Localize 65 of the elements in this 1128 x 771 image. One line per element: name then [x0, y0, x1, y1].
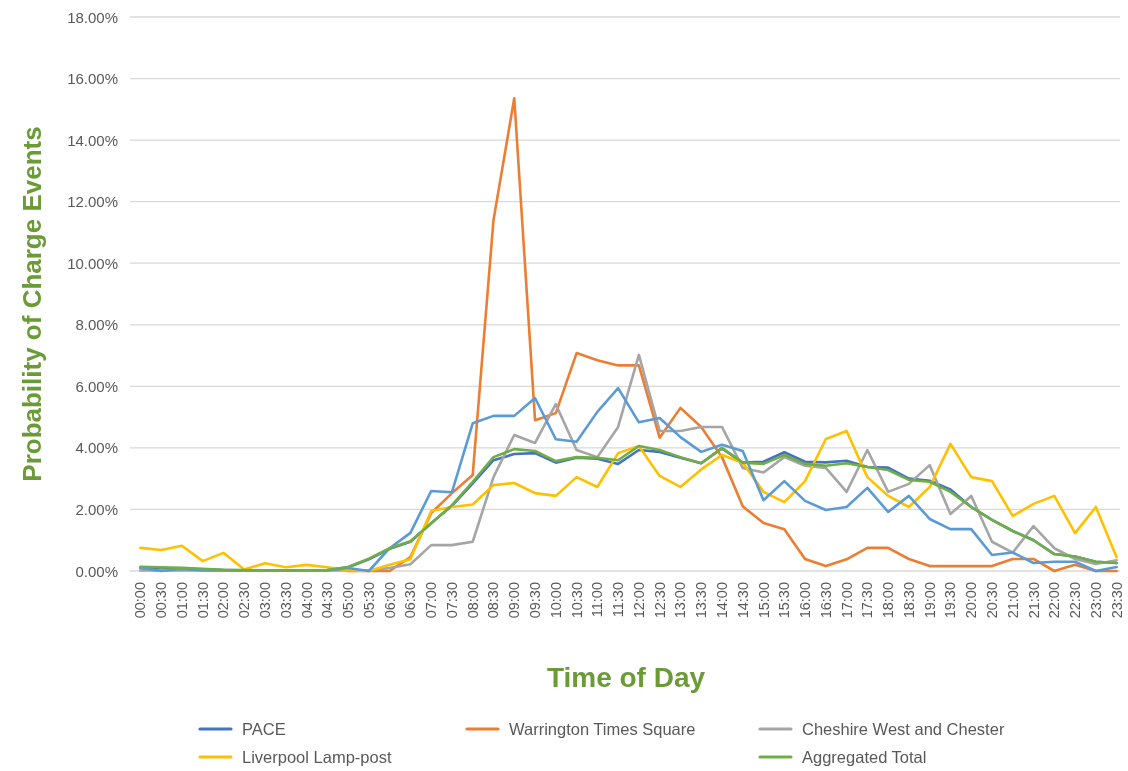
x-tick-label: 06:00: [381, 582, 398, 619]
x-tick-label: 14:30: [734, 582, 751, 619]
y-axis-title: Probability of Charge Events: [17, 126, 47, 482]
x-tick-label: 17:00: [838, 582, 855, 619]
y-tick-label: 4.00%: [75, 439, 118, 457]
x-tick-label: 22:00: [1046, 582, 1063, 619]
x-tick-label: 17:30: [859, 582, 876, 619]
x-tick-label: 19:00: [921, 582, 938, 619]
legend-label: Cheshire West and Chester: [802, 720, 1005, 738]
x-tick-label: 06:30: [402, 582, 419, 619]
x-tick-label: 00:00: [132, 582, 149, 619]
x-tick-label: 05:30: [360, 582, 377, 619]
x-tick-label: 23:00: [1087, 582, 1104, 619]
y-tick-label: 8.00%: [75, 316, 118, 334]
x-tick-label: 12:00: [630, 582, 647, 619]
x-tick-label: 01:30: [194, 582, 211, 619]
x-tick-label: 02:30: [236, 582, 253, 619]
x-tick-label: 21:00: [1004, 582, 1021, 619]
x-tick-label: 22:30: [1067, 582, 1084, 619]
x-tick-label: 11:00: [589, 582, 606, 618]
x-tick-label: 18:00: [880, 582, 897, 619]
legend-label: Aggregated Total: [802, 748, 927, 766]
x-axis-title: Time of Day: [546, 661, 706, 693]
x-tick-label: 07:00: [423, 582, 440, 619]
x-tick-label: 14:00: [713, 582, 730, 619]
x-tick-label: 20:00: [963, 582, 980, 619]
x-tick-label: 16:00: [797, 582, 814, 619]
x-tick-label: 07:30: [443, 582, 460, 619]
x-tick-label: 13:00: [672, 582, 689, 619]
x-tick-label: 23:30: [1108, 582, 1125, 619]
x-tick-label: 08:00: [464, 582, 481, 619]
legend-label: Warrington Times Square: [509, 720, 696, 738]
legend-label: PACE: [242, 720, 286, 738]
x-tick-label: 09:00: [506, 582, 523, 619]
x-tick-label: 19:30: [942, 582, 959, 619]
x-tick-label: 10:30: [568, 582, 585, 619]
x-tick-label: 12:30: [651, 582, 668, 619]
x-tick-label: 05:00: [340, 582, 357, 619]
x-tick-label: 13:30: [693, 582, 710, 619]
x-tick-label: 16:30: [817, 582, 834, 619]
x-tick-label: 21:30: [1025, 582, 1042, 619]
x-tick-label: 15:00: [755, 582, 772, 619]
y-tick-label: 0.00%: [75, 562, 118, 580]
x-tick-label: 04:30: [319, 582, 336, 619]
y-tick-label: 14.00%: [67, 131, 118, 149]
y-tick-label: 10.00%: [67, 254, 118, 272]
x-tick-label: 03:00: [257, 582, 274, 619]
legend-label: Liverpool Lamp-post: [242, 748, 392, 766]
y-tick-label: 18.00%: [67, 8, 118, 26]
x-tick-label: 10:00: [547, 582, 564, 619]
x-tick-label: 02:00: [215, 582, 232, 619]
y-tick-label: 6.00%: [75, 377, 118, 395]
x-tick-label: 11:30: [610, 582, 627, 618]
x-tick-label: 15:30: [776, 582, 793, 619]
y-tick-label: 2.00%: [75, 500, 118, 518]
x-tick-label: 04:00: [298, 582, 315, 619]
x-tick-label: 00:30: [153, 582, 170, 619]
y-tick-label: 16.00%: [67, 70, 118, 88]
x-tick-label: 01:00: [173, 582, 190, 619]
x-tick-label: 09:30: [527, 582, 544, 619]
x-tick-label: 18:30: [900, 582, 917, 619]
x-tick-label: 08:30: [485, 582, 502, 619]
x-tick-label: 03:30: [277, 582, 294, 619]
y-tick-label: 12.00%: [67, 193, 118, 211]
x-tick-label: 20:30: [983, 582, 1000, 619]
